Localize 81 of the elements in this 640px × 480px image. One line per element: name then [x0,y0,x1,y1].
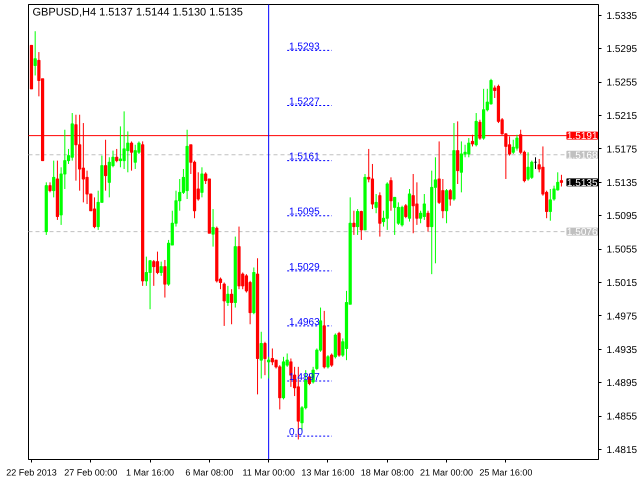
candlestick [48,182,52,193]
ref-line-label: 1.5293 [289,41,320,52]
candlestick [163,259,166,298]
x-tick-label: 27 Feb 00:00 [64,468,118,478]
y-tick-label: 1.5095 [606,211,638,222]
y-tick-label: 1.4895 [606,378,638,390]
candlestick [134,144,137,170]
candlestick [326,354,330,369]
ref-line-label: 1.5191 [566,131,598,142]
ref-line-label: 1.5095 [289,206,320,218]
candlestick [160,261,163,276]
y-tick-label: 1.5215 [606,111,638,122]
candlestick [211,208,215,248]
candlestick [148,259,152,310]
candlestick [152,259,156,286]
y-tick-label: 1.5175 [606,144,638,156]
x-tick-label: 13 Mar 16:00 [301,468,354,478]
candlestick [92,196,96,229]
candlestick [515,134,519,152]
x-tick-label: 6 Mar 08:00 [185,468,234,478]
chart-title: GBPUSD,H4 1.5137 1.5144 1.5130 1.5135 [32,6,243,18]
candlestick [118,126,122,168]
candlestick [474,112,478,147]
x-tick-label: 11 Mar 00:00 [242,468,295,478]
candlestick [330,352,334,368]
candlestick [104,139,108,192]
candlestick [337,331,341,358]
candlestick [52,160,56,198]
candlestick [400,205,404,228]
candlestick [374,194,378,214]
y-tick-label: 1.5335 [606,10,638,22]
candlestick [356,208,360,236]
y-tick-label: 1.4855 [606,412,638,423]
x-tick-label: 25 Mar 16:00 [479,468,532,478]
candlestick [404,204,408,219]
candlestick [422,194,426,220]
candlestick [230,288,234,325]
x-tick-label: 22 Feb 2013 [6,468,57,478]
candlestick [122,110,126,170]
candlestick [412,173,415,234]
candlestick [415,182,419,226]
candlestick [226,285,230,306]
candlestick [115,148,118,163]
candlestick [560,174,564,187]
candlestick [263,341,267,376]
candlestick [426,210,430,232]
candlestick [267,356,270,380]
candlestick [393,196,396,236]
y-tick-label: 1.5015 [606,278,638,290]
y-tick-label: 1.4975 [606,311,638,322]
candlestick [200,166,204,198]
y-tick-label: 1.5255 [606,78,638,89]
candlestick [334,332,337,359]
x-tick-label: 21 Mar 00:00 [420,468,474,478]
ref-line-label: 1.5161 [289,152,320,163]
candlestick [389,176,393,212]
y-tick-label: 1.5055 [606,244,638,256]
x-tick-label: 18 Mar 08:00 [360,468,414,478]
candlestick [444,188,448,224]
candlestick [270,348,274,366]
candlestick [352,210,356,236]
candlestick [460,140,463,193]
x-tick-label: 1 Mar 16:00 [126,468,174,478]
candlestick [526,152,530,182]
ref-line-label: 1.5076 [566,227,598,238]
candlestick [448,188,452,206]
candlestick [360,210,363,240]
ref-line-label: 1.5227 [289,96,320,108]
candlestick [434,156,438,264]
candlestick [467,138,470,158]
text: 1.5135 [566,178,598,189]
candlestick [260,331,263,380]
candlestick [130,140,134,172]
candlestick [34,30,37,76]
y-tick-label: 1.5295 [606,44,638,56]
y-tick-label: 1.4815 [606,444,638,456]
ref-line-label: 1.5168 [566,150,598,162]
ref-line-label: 1.5029 [289,262,320,273]
y-tick-label: 1.5135 [606,178,638,189]
candlestick [548,188,552,222]
y-tick-label: 1.4935 [606,344,638,356]
